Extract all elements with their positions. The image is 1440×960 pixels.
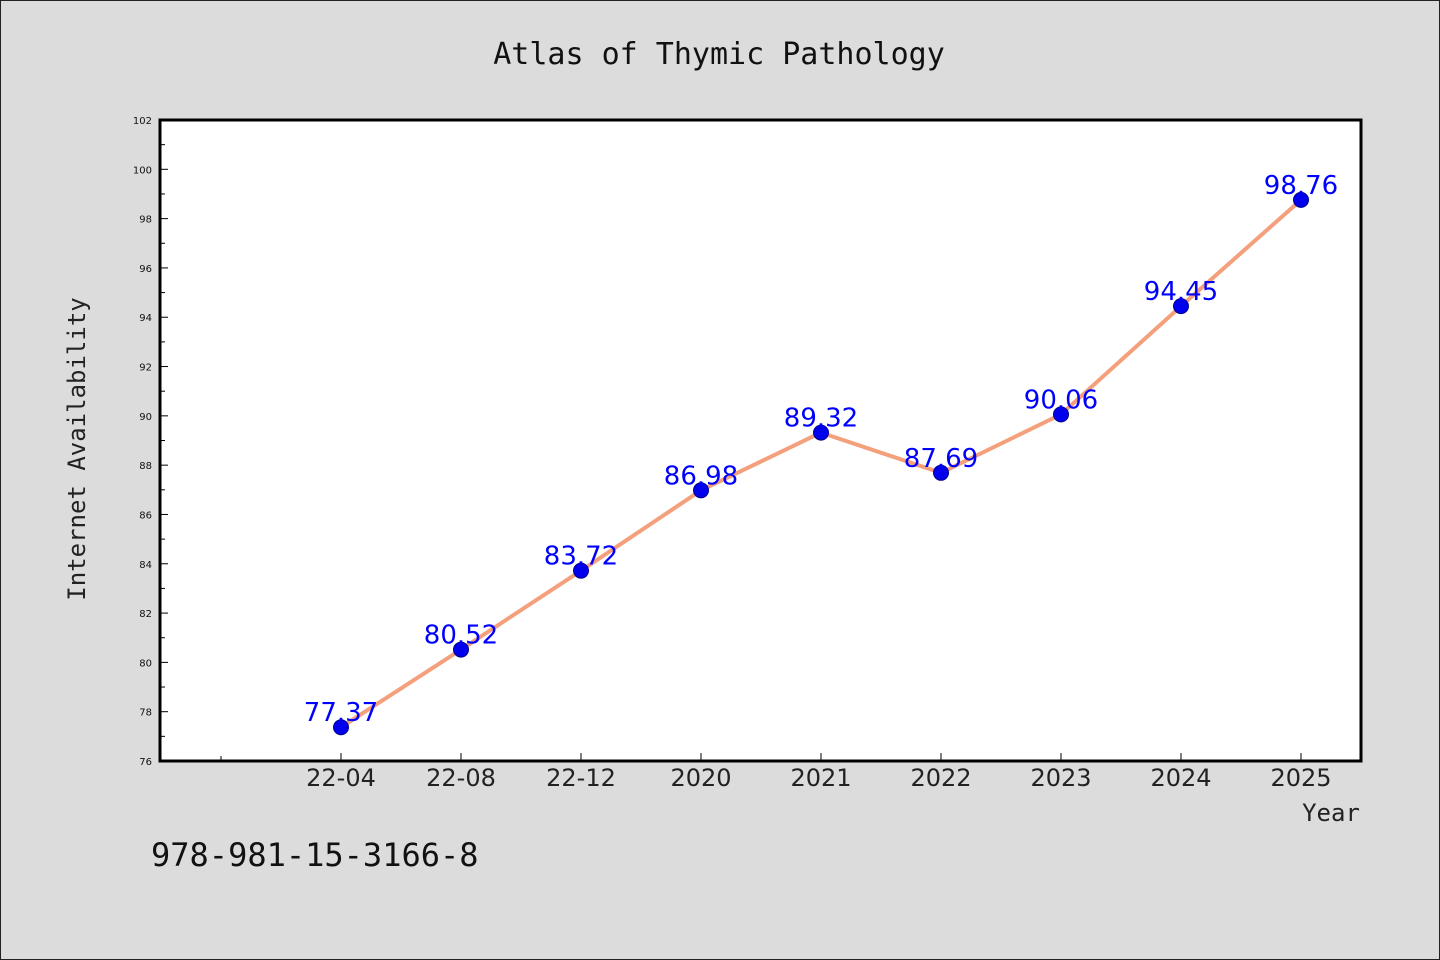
- x-axis: 22-04 22-08 22-12 2020 2021 2022 2023 2024 2025: [220, 753, 1332, 792]
- data-point: [453, 641, 469, 658]
- y-tick-label: 78: [139, 708, 152, 719]
- y-tick-label: 96: [139, 264, 152, 275]
- x-tick-label: 2025: [1270, 764, 1331, 792]
- chart-title: Atlas of Thymic Pathology: [493, 37, 945, 72]
- data-label: 94.45: [1144, 277, 1218, 307]
- data-point: [813, 424, 829, 441]
- x-tick-label: 2021: [790, 764, 851, 792]
- series-line-group: [333, 191, 1309, 736]
- x-tick-label: 22-12: [546, 764, 616, 792]
- data-label: 77.37: [304, 698, 378, 728]
- data-label: 89.32: [784, 404, 858, 434]
- y-tick-label: 98: [139, 215, 152, 226]
- x-axis-label: Year: [1302, 799, 1360, 827]
- data-label: 83.72: [544, 542, 618, 572]
- data-label: 86.98: [664, 461, 738, 491]
- data-point: [933, 464, 949, 481]
- data-point: [693, 482, 709, 499]
- data-point: [573, 562, 589, 579]
- y-tick-label: 82: [139, 609, 152, 620]
- y-tick-label: 76: [139, 757, 152, 768]
- data-point: [1053, 406, 1069, 423]
- y-tick-label: 92: [139, 363, 152, 374]
- data-label: 87.69: [904, 444, 978, 474]
- data-point: [1173, 298, 1189, 315]
- y-tick-label: 84: [139, 560, 152, 571]
- data-labels: 77.37 80.52 83.72 86.98 89.32 87.69 90.06 94.45…: [304, 171, 1338, 728]
- y-tick-label: 102: [133, 116, 152, 127]
- y-tick-label: 88: [139, 461, 152, 472]
- x-tick-label: 22-04: [306, 764, 376, 792]
- data-label: 80.52: [424, 621, 498, 651]
- x-tick-label: 2024: [1150, 764, 1211, 792]
- x-tick-label: 2023: [1030, 764, 1091, 792]
- x-tick-label: 22-08: [426, 764, 496, 792]
- data-point: [1293, 191, 1309, 208]
- isbn-footer: 978-981-15-3166-8: [151, 836, 479, 874]
- x-tick-label: 2020: [670, 764, 731, 792]
- y-tick-label: 100: [133, 165, 152, 176]
- y-axis-label: Internet Availability: [63, 297, 91, 600]
- y-tick-label: 80: [139, 658, 152, 669]
- data-label: 98.76: [1264, 171, 1338, 201]
- y-tick-label: 94: [139, 313, 152, 324]
- data-label: 90.06: [1024, 385, 1098, 415]
- data-point: [333, 719, 349, 736]
- plot-area: [158, 118, 1363, 763]
- y-tick-label: 90: [139, 412, 152, 423]
- y-axis: 76 78 80 82 84 86 88 90 92 94 96 98 100 102: [133, 116, 168, 768]
- y-tick-label: 86: [139, 510, 152, 521]
- x-tick-label: 2022: [910, 764, 971, 792]
